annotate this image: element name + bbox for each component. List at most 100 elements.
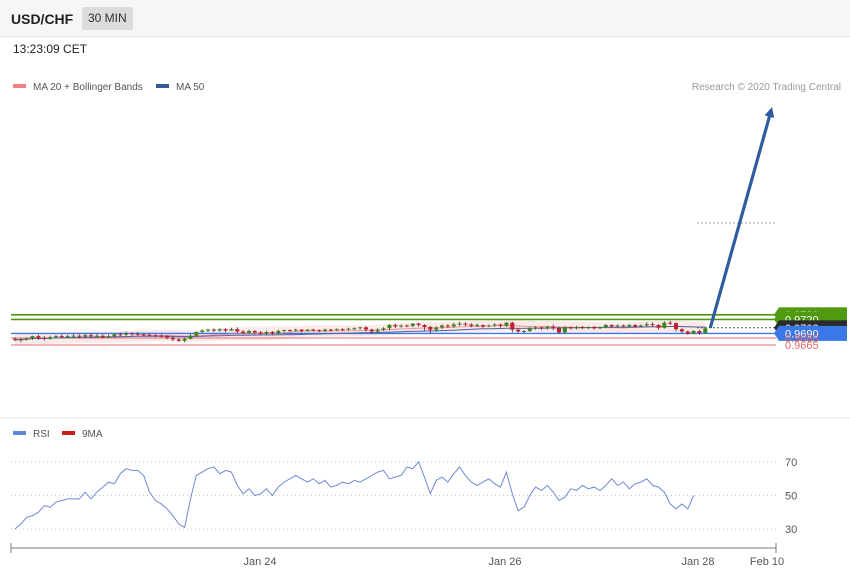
candle (516, 328, 521, 333)
candle (638, 324, 643, 328)
x-tick-label: Jan 26 (488, 556, 521, 568)
legend-label: MA 20 + Bollinger Bands (33, 82, 143, 93)
candle (369, 328, 374, 334)
candle (182, 337, 187, 343)
candle (334, 328, 339, 331)
candle (387, 324, 392, 331)
candle (223, 328, 228, 333)
x-tick-label: Jan 28 (681, 556, 714, 568)
candle (504, 322, 509, 327)
candle (399, 324, 404, 328)
candle (586, 326, 591, 330)
candle (691, 330, 696, 335)
candle (83, 333, 88, 338)
candle (328, 328, 333, 332)
candle (276, 329, 281, 335)
candle (42, 336, 47, 341)
candle (147, 333, 152, 337)
rsi-line (14, 461, 695, 530)
level-box-0.9690 (779, 325, 847, 341)
candle (650, 322, 655, 327)
candle (562, 326, 567, 334)
candle (13, 337, 17, 342)
level-label-0.9690: 0.9690 (785, 328, 819, 340)
candle (53, 335, 58, 339)
candle (510, 321, 515, 333)
candle (206, 328, 210, 332)
candle (486, 324, 491, 328)
x-tick-label: Feb 10 (750, 556, 784, 568)
candle (270, 331, 275, 336)
candle (481, 324, 485, 329)
candle (685, 330, 690, 335)
candle (662, 321, 667, 329)
timeframe-button[interactable]: 30 MIN (82, 7, 133, 30)
candle (451, 322, 456, 328)
candle (200, 329, 205, 334)
candle (674, 322, 678, 332)
candle (445, 324, 450, 329)
candle (679, 328, 684, 334)
candle (30, 335, 35, 340)
candle (609, 324, 614, 328)
candle (346, 327, 351, 331)
candle (317, 329, 322, 333)
candle (492, 323, 497, 327)
candle (364, 326, 368, 332)
candle (668, 320, 673, 325)
candle (598, 326, 602, 330)
candle (457, 321, 462, 326)
candle (428, 325, 433, 334)
candle (404, 324, 409, 328)
candle (522, 330, 526, 333)
candle (656, 324, 661, 330)
candle (77, 334, 82, 339)
level-label-0.9665: 0.9665 (785, 340, 819, 352)
candle (393, 323, 398, 329)
candle (375, 328, 380, 333)
candle (305, 329, 310, 332)
candle (287, 329, 292, 332)
candle (153, 334, 158, 338)
candle (416, 322, 421, 327)
candle (557, 326, 561, 334)
candle (358, 326, 363, 330)
candle (299, 329, 304, 333)
candle (118, 332, 123, 337)
level-label-0.9680: 0.9680 (785, 333, 819, 345)
legend-label: MA 50 (176, 82, 205, 93)
candle (141, 333, 146, 337)
forecast-arrow (708, 107, 775, 329)
candle (469, 323, 474, 328)
candle (551, 324, 556, 331)
candle (170, 336, 175, 342)
legend-label: 9MA (82, 429, 103, 440)
candle (533, 326, 538, 330)
candle (293, 328, 298, 332)
candle (627, 324, 632, 328)
candle (615, 324, 620, 328)
rsi-tick-label: 50 (785, 491, 797, 503)
candle (71, 334, 76, 338)
candle (697, 330, 702, 335)
candle (539, 326, 544, 331)
candle (194, 331, 199, 337)
candle (252, 330, 257, 335)
candle (135, 332, 140, 336)
candle (59, 334, 64, 339)
candle (434, 326, 439, 332)
candle (475, 323, 480, 327)
candle (603, 324, 608, 329)
candle (36, 334, 41, 340)
candle (94, 333, 99, 338)
candle (24, 337, 29, 341)
candle (633, 324, 638, 328)
rsi-tick-label: 30 (785, 524, 797, 536)
candle (18, 338, 23, 343)
candle (340, 328, 345, 331)
timestamp: 13:23:09 CET (13, 42, 88, 56)
candle (264, 330, 269, 335)
candle (106, 334, 111, 338)
chart-header: USD/CHF 30 MIN (0, 0, 850, 37)
